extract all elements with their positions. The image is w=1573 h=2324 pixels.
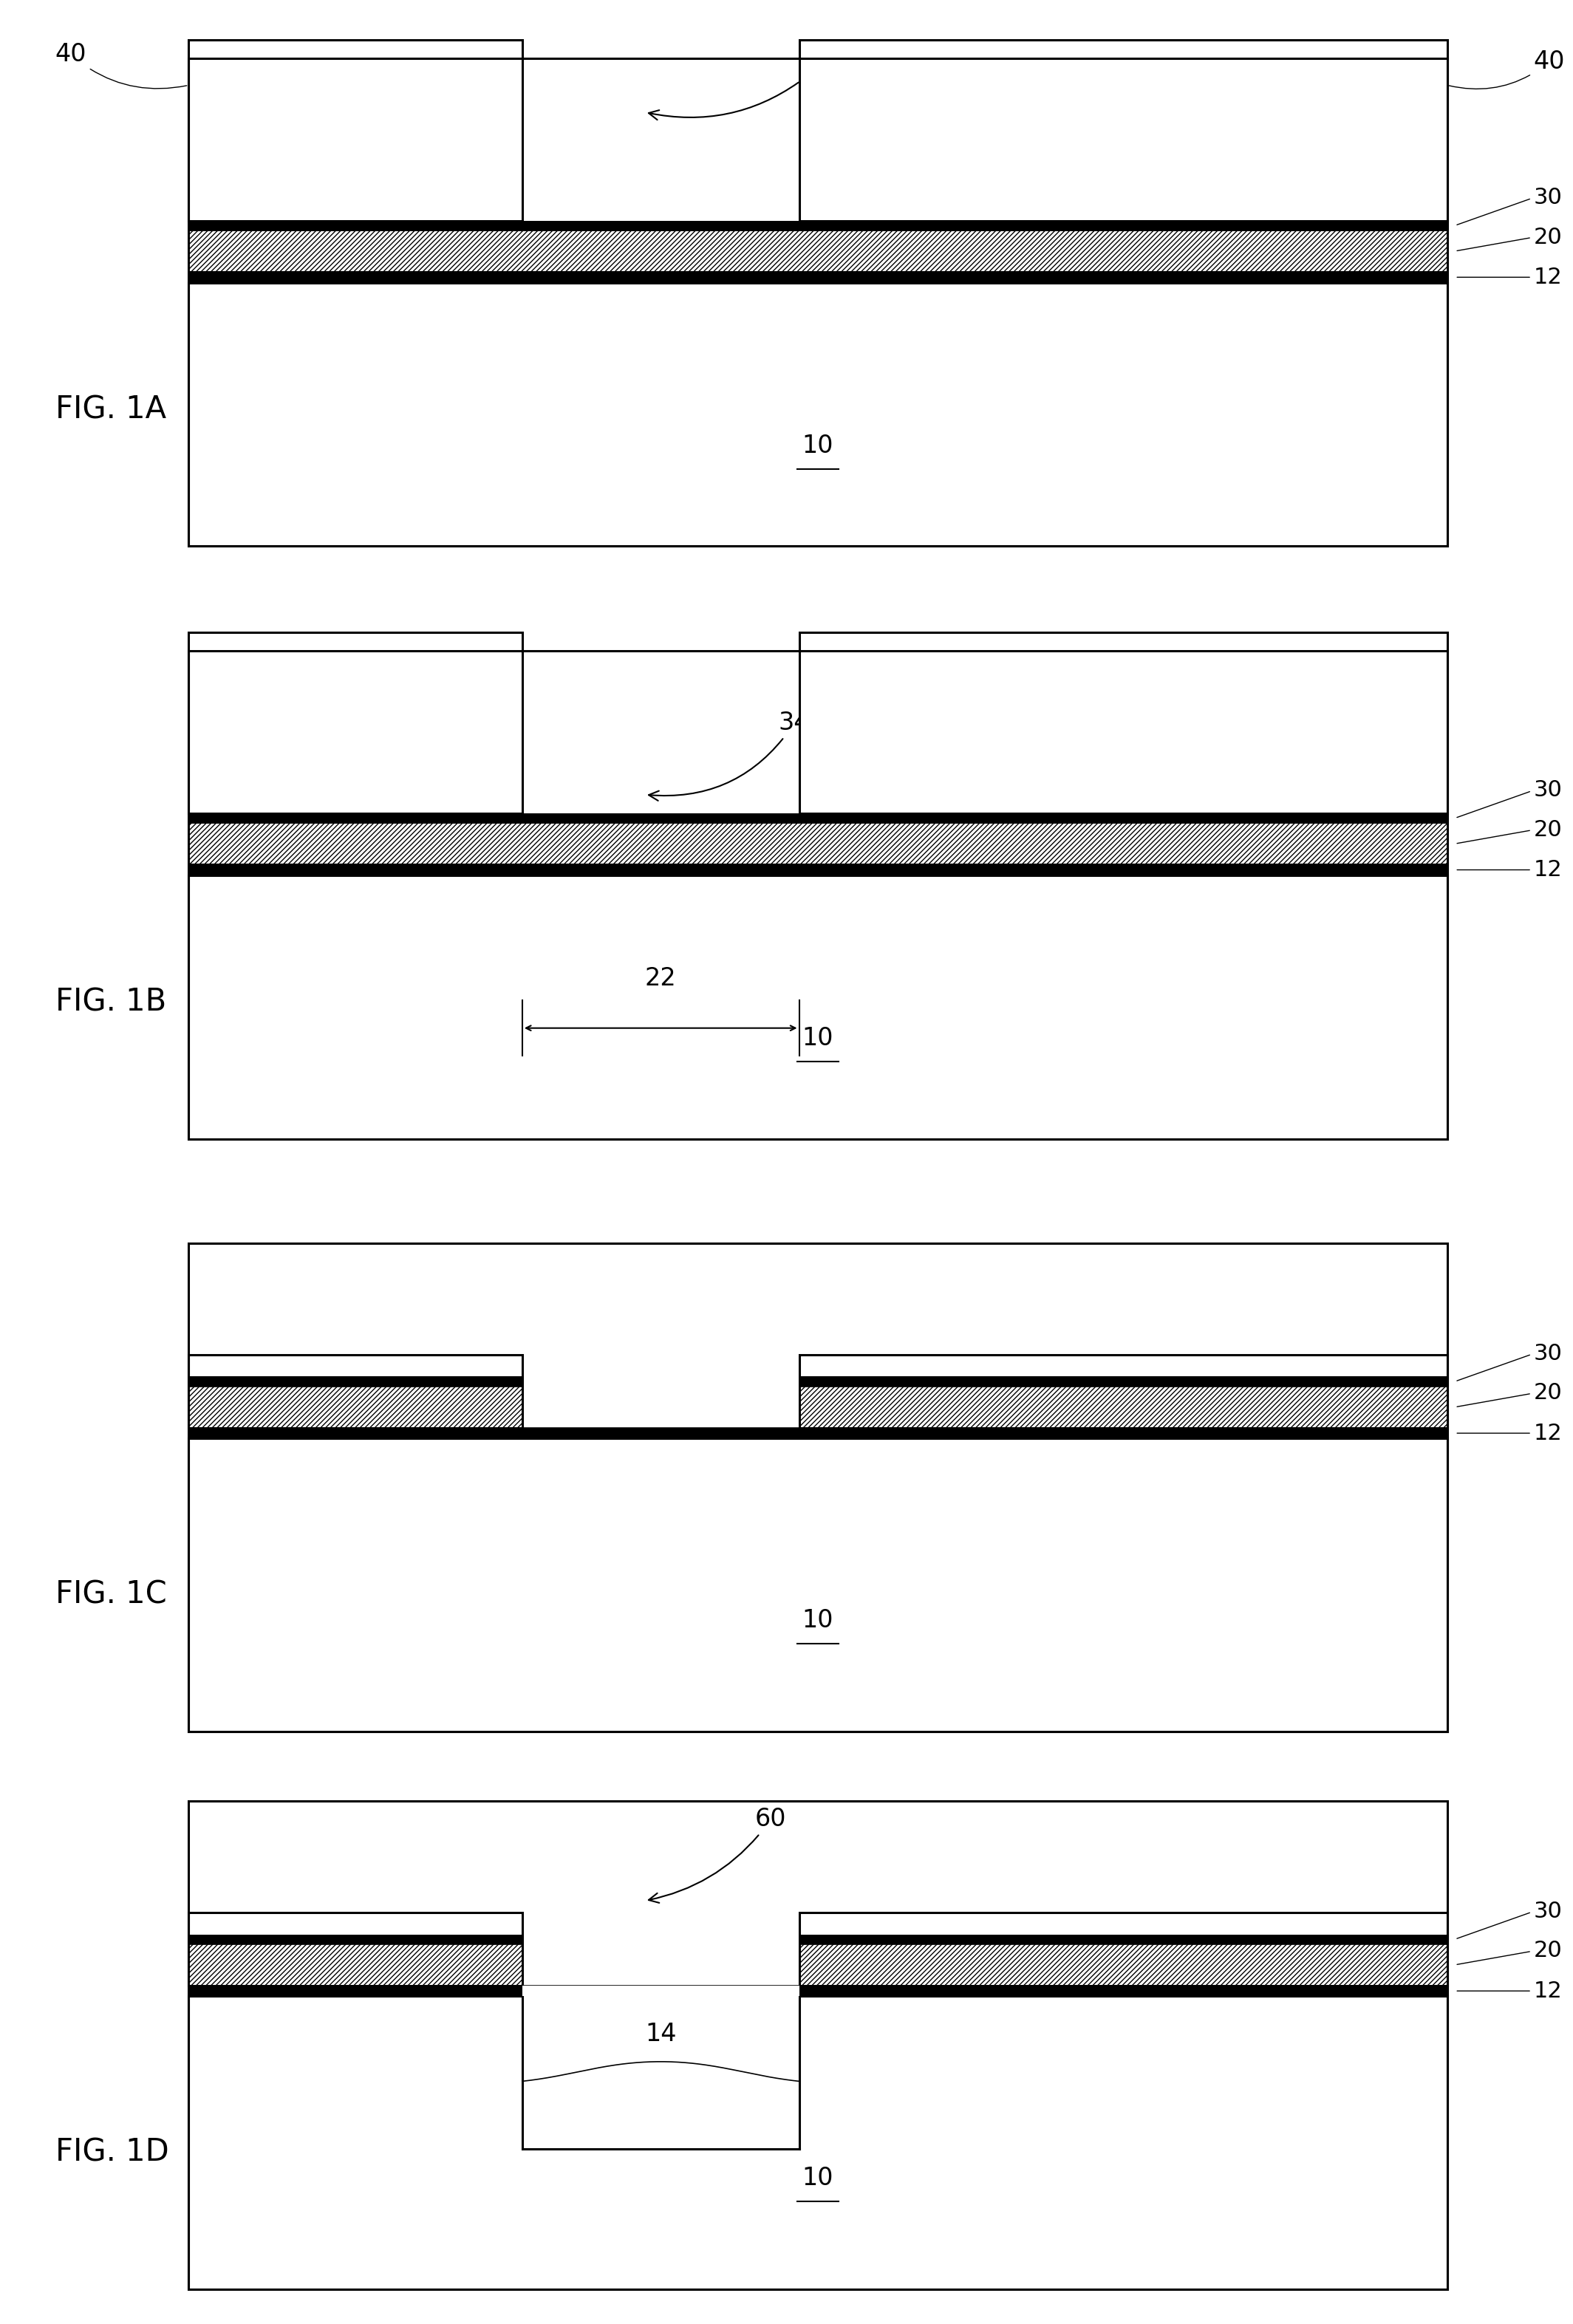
Text: 34: 34 <box>648 711 810 802</box>
Text: 20: 20 <box>1457 1941 1562 1964</box>
Bar <box>189 1985 1447 1996</box>
Bar <box>189 1913 522 1985</box>
Bar <box>189 813 1447 823</box>
Bar <box>522 1996 799 2150</box>
Text: FIG. 1A: FIG. 1A <box>55 395 167 425</box>
Bar <box>799 1355 1447 1376</box>
Bar <box>799 1945 1447 1985</box>
Text: 30: 30 <box>1457 1343 1562 1380</box>
Bar <box>189 632 522 813</box>
Bar <box>799 1913 1447 1934</box>
Bar <box>189 651 1447 1139</box>
Text: 12: 12 <box>1457 267 1562 288</box>
Bar <box>799 1387 1447 1427</box>
Text: FIG. 1B: FIG. 1B <box>55 988 167 1018</box>
Bar <box>799 1934 1447 1945</box>
Bar <box>189 1376 522 1387</box>
Text: 12: 12 <box>1457 1980 1562 2001</box>
Bar <box>189 221 1447 230</box>
Bar <box>189 1801 1447 2289</box>
Bar <box>799 1355 1447 1427</box>
Text: 12: 12 <box>1457 1422 1562 1443</box>
Text: 30: 30 <box>1457 779 1562 818</box>
Bar <box>189 865 1447 876</box>
Text: 10: 10 <box>802 435 834 458</box>
Bar <box>799 1376 1447 1387</box>
Bar <box>189 1355 522 1427</box>
Bar <box>189 876 1447 1139</box>
Bar <box>189 1439 1447 1731</box>
Bar <box>522 1934 799 1985</box>
Text: 10: 10 <box>802 1027 834 1050</box>
Bar <box>799 632 1447 813</box>
Bar <box>189 1913 522 1934</box>
Text: FIG. 1C: FIG. 1C <box>55 1580 167 1611</box>
Bar <box>189 58 1447 546</box>
Text: 12: 12 <box>1457 860 1562 881</box>
Text: 20: 20 <box>1457 818 1562 844</box>
Text: 22: 22 <box>645 967 676 990</box>
Bar <box>189 230 1447 272</box>
Bar <box>189 1355 522 1376</box>
Text: 40: 40 <box>1449 49 1565 88</box>
Bar <box>189 284 1447 546</box>
Bar <box>189 1945 1447 1985</box>
Text: 14: 14 <box>645 2022 676 2047</box>
Bar <box>522 1376 799 1427</box>
Bar <box>189 823 1447 865</box>
Bar <box>189 1934 1447 1945</box>
Text: 60: 60 <box>648 1808 786 1903</box>
Text: 50: 50 <box>648 56 834 121</box>
Text: FIG. 1D: FIG. 1D <box>55 2138 168 2168</box>
Text: 40: 40 <box>55 42 187 88</box>
Text: 20: 20 <box>1457 225 1562 251</box>
Bar <box>189 1996 1447 2289</box>
Bar <box>522 1985 799 1996</box>
Text: 30: 30 <box>1457 186 1562 225</box>
Bar <box>189 1376 1447 1387</box>
Bar <box>189 1934 522 1945</box>
Bar <box>189 1387 522 1427</box>
Bar <box>189 40 522 221</box>
Bar <box>189 272 1447 284</box>
Text: 30: 30 <box>1457 1901 1562 1938</box>
Bar <box>799 40 1447 221</box>
Text: 20: 20 <box>1457 1383 1562 1406</box>
Bar <box>189 1243 1447 1731</box>
Bar <box>189 1427 1447 1439</box>
Bar <box>189 1387 1447 1427</box>
Text: 10: 10 <box>802 1608 834 1631</box>
Bar <box>189 1945 522 1985</box>
Text: 10: 10 <box>802 2166 834 2189</box>
Bar <box>799 1913 1447 1985</box>
